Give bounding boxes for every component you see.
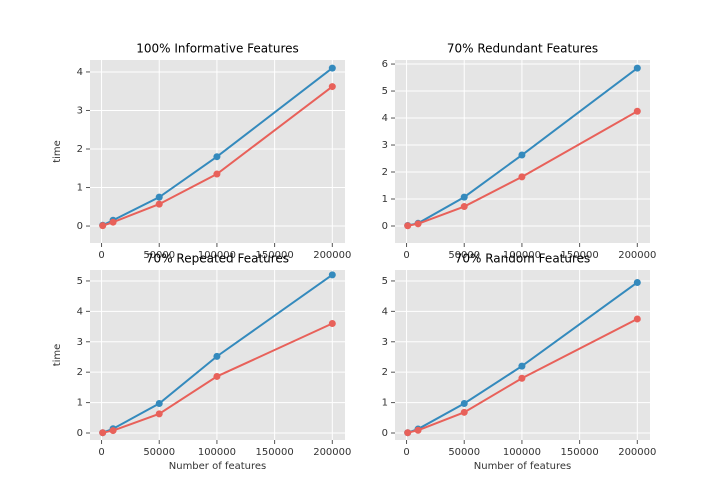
y-tick-label: 4 (77, 67, 83, 78)
point (460, 193, 468, 201)
y-tick-label: 4 (382, 113, 388, 124)
point (109, 218, 117, 226)
y-tick-label: 2 (77, 144, 83, 155)
point (99, 222, 107, 230)
point (213, 170, 221, 178)
point (633, 64, 641, 72)
x-tick-label: 200000 (618, 447, 656, 458)
y-tick-label: 5 (77, 276, 83, 287)
y-tick-label: 3 (77, 105, 83, 116)
point (155, 410, 163, 418)
point (460, 400, 468, 408)
point (460, 408, 468, 416)
x-tick-label: 200000 (313, 447, 351, 458)
subplot-title: 70% Redundant Features (447, 42, 598, 56)
point (155, 400, 163, 408)
x-tick-label: 200000 (618, 250, 656, 261)
point (404, 222, 412, 230)
point (213, 372, 221, 380)
point (155, 200, 163, 208)
x-tick-label: 0 (98, 250, 104, 261)
y-tick-label: 5 (382, 86, 388, 97)
point (518, 151, 526, 159)
point (213, 352, 221, 360)
y-tick-label: 3 (77, 337, 83, 348)
subplot-title: 70% Repeated Features (146, 252, 289, 266)
y-tick-label: 5 (382, 276, 388, 287)
y-tick-label: 0 (77, 428, 83, 439)
y-tick-label: 2 (77, 367, 83, 378)
y-tick-label: 2 (382, 167, 388, 178)
point (99, 429, 107, 437)
point (213, 153, 221, 161)
point (328, 64, 336, 72)
point (328, 83, 336, 91)
x-tick-label: 150000 (561, 447, 599, 458)
x-axis-label: Number of features (474, 461, 571, 472)
x-axis-label: Number of features (169, 461, 266, 472)
y-tick-label: 4 (382, 306, 388, 317)
subplot-title: 100% Informative Features (136, 42, 299, 56)
y-axis-label: time (52, 140, 63, 163)
x-tick-label: 150000 (256, 447, 294, 458)
y-tick-label: 1 (77, 183, 83, 194)
x-tick-label: 150000 (561, 250, 599, 261)
y-tick-label: 1 (382, 398, 388, 409)
x-tick-label: 50000 (448, 250, 480, 261)
x-tick-label: 100000 (198, 250, 236, 261)
x-tick-label: 0 (403, 447, 409, 458)
x-tick-label: 100000 (503, 447, 541, 458)
plot-area (395, 270, 650, 440)
point (155, 193, 163, 201)
x-tick-label: 200000 (313, 250, 351, 261)
point (633, 107, 641, 115)
point (109, 427, 117, 435)
x-tick-label: 0 (403, 250, 409, 261)
point (328, 271, 336, 279)
subplot-title: 70% Random Features (455, 252, 591, 266)
x-tick-label: 150000 (256, 250, 294, 261)
y-tick-label: 2 (382, 367, 388, 378)
x-tick-label: 100000 (503, 250, 541, 261)
y-tick-label: 1 (77, 398, 83, 409)
y-tick-label: 3 (382, 337, 388, 348)
point (633, 315, 641, 323)
y-tick-label: 4 (77, 306, 83, 317)
y-tick-label: 6 (382, 59, 388, 70)
point (460, 203, 468, 211)
point (328, 320, 336, 328)
x-tick-label: 0 (98, 447, 104, 458)
x-tick-label: 50000 (143, 447, 175, 458)
point (633, 278, 641, 286)
point (414, 426, 422, 434)
point (518, 173, 526, 181)
point (518, 374, 526, 382)
x-tick-label: 50000 (143, 250, 175, 261)
point (404, 429, 412, 437)
y-tick-label: 0 (382, 428, 388, 439)
x-tick-label: 100000 (198, 447, 236, 458)
y-tick-label: 3 (382, 140, 388, 151)
y-tick-label: 0 (382, 221, 388, 232)
y-axis-label: time (52, 344, 63, 367)
point (518, 362, 526, 370)
y-tick-label: 0 (77, 221, 83, 232)
y-tick-label: 1 (382, 194, 388, 205)
point (414, 220, 422, 228)
x-tick-label: 50000 (448, 447, 480, 458)
